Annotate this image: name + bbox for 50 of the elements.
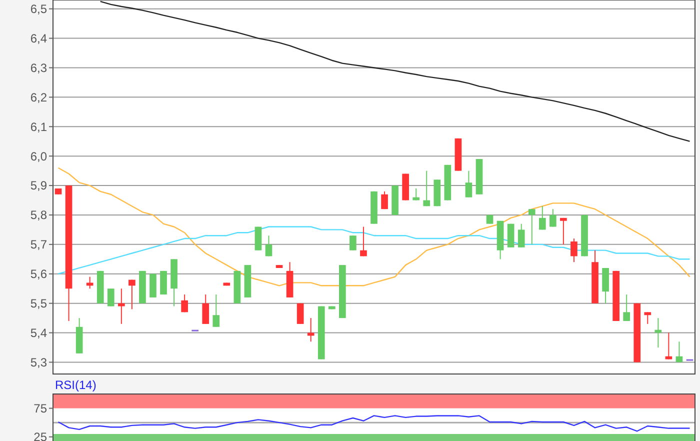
candlestick (570, 238, 578, 263)
candlestick (202, 294, 210, 324)
line-series (58, 167, 690, 286)
candlestick (350, 235, 356, 251)
y-tick-label: 6,1 (30, 120, 48, 134)
candlestick (181, 294, 188, 313)
candlestick (265, 235, 272, 257)
candlestick (150, 273, 156, 298)
y-tick-label: 5,9 (30, 178, 48, 193)
candlestick (381, 190, 388, 210)
candlestick (160, 270, 167, 295)
chart-title: RSI(14) (55, 378, 96, 392)
y-tick-label: 6,0 (30, 149, 48, 164)
candlestick (654, 318, 662, 348)
candlestick (528, 208, 536, 245)
candlestick (254, 226, 262, 251)
line-series (58, 226, 690, 274)
line-series (58, 415, 690, 432)
candlestick (507, 223, 514, 248)
y-tick-label: 75 (34, 401, 48, 416)
candlestick (423, 170, 430, 207)
candlestick (550, 208, 556, 228)
candlestick (212, 294, 220, 328)
y-tick-label: 5,6 (30, 267, 48, 282)
candlestick (86, 276, 94, 290)
candlestick (644, 312, 652, 324)
y-tick-label: 25 (34, 430, 48, 441)
candlestick (128, 279, 136, 310)
candlestick (118, 288, 125, 324)
candlestick (107, 288, 114, 307)
candlestick (602, 267, 609, 304)
y-tick-label: 5,5 (30, 296, 48, 311)
candlestick (296, 302, 304, 324)
candlestick (538, 206, 546, 230)
y-tick-label: 5,8 (30, 208, 48, 222)
candlestick (518, 223, 525, 248)
line-series (100, 0, 690, 142)
candlestick (560, 217, 567, 245)
candlestick (465, 170, 472, 198)
y-tick-label: 5,3 (30, 355, 48, 370)
y-tick-label: 5,4 (30, 326, 48, 340)
candlestick (360, 226, 367, 257)
y-tick-label: 6,3 (30, 60, 48, 75)
candlestick (623, 294, 630, 322)
y-tick-label: 6,5 (30, 2, 48, 16)
candlestick (412, 188, 420, 201)
candlestick (665, 332, 672, 360)
y-tick-label: 5,7 (30, 238, 48, 252)
y-tick-label: 6,2 (30, 90, 48, 104)
y-tick-label: 6,4 (30, 31, 48, 46)
